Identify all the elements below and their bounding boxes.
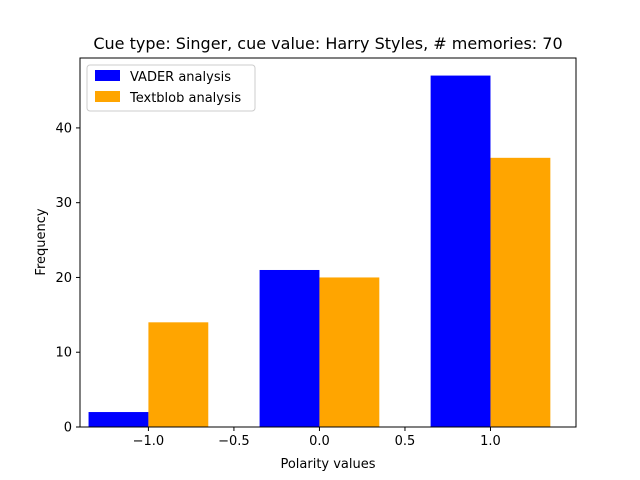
legend-label-vader: VADER analysis xyxy=(130,70,231,85)
x-axis-ticks: −1.0 −0.5 0.0 0.5 1.0 xyxy=(133,427,501,449)
legend-label-textblob: Textblob analysis xyxy=(129,91,241,106)
x-tick-label: 1.0 xyxy=(480,434,501,449)
bar-vader-analysis-0 xyxy=(88,412,149,427)
legend-frame xyxy=(86,64,256,112)
y-axis-ticks: 0 10 20 30 40 xyxy=(55,121,80,436)
y-tick-label: 0 xyxy=(64,421,72,436)
bar-textblob-analysis-0 xyxy=(148,322,209,427)
legend: VADER analysis Textblob analysis xyxy=(86,64,256,112)
bar-vader-analysis-2 xyxy=(430,75,491,428)
chart-title: Cue type: Singer, cue value: Harry Style… xyxy=(93,34,562,53)
bar-textblob-analysis-1 xyxy=(319,277,380,427)
x-axis-label: Polarity values xyxy=(280,457,375,472)
x-tick-label: −0.5 xyxy=(218,434,250,449)
legend-swatch-vader xyxy=(95,70,120,81)
x-tick-label: 0.5 xyxy=(395,434,416,449)
y-axis-label: Frequency xyxy=(34,208,49,275)
bar-vader-analysis-1 xyxy=(259,269,320,427)
y-tick-label: 20 xyxy=(55,271,72,286)
y-tick-label: 40 xyxy=(55,121,72,136)
bar-textblob-analysis-2 xyxy=(490,157,551,427)
y-tick-label: 10 xyxy=(55,346,72,361)
x-tick-label: 0.0 xyxy=(309,434,330,449)
plot-area-frame xyxy=(79,57,577,428)
y-tick-label: 30 xyxy=(55,196,72,211)
bars-layer xyxy=(88,75,551,428)
x-tick-label: −1.0 xyxy=(133,434,165,449)
legend-swatch-textblob xyxy=(95,91,120,102)
